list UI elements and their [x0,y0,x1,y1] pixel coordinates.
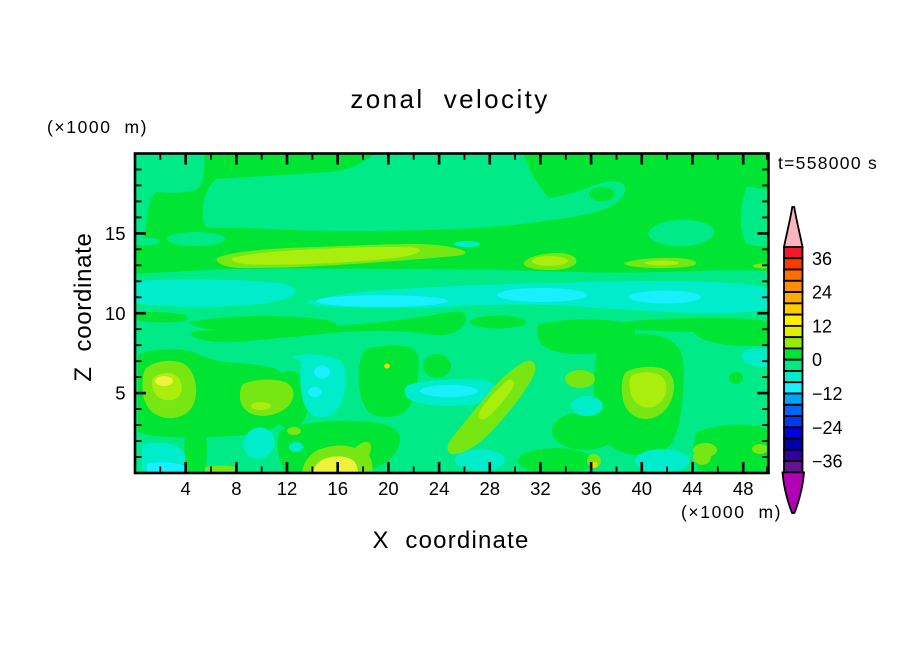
svg-text:20: 20 [378,478,399,499]
svg-text:40: 40 [632,478,653,499]
svg-text:12: 12 [812,316,832,336]
svg-text:zonal velocity: zonal velocity [350,84,549,114]
svg-text:5: 5 [115,383,125,404]
svg-text:36: 36 [581,478,602,499]
svg-text:12: 12 [277,478,298,499]
svg-text:16: 16 [327,478,348,499]
svg-text:36: 36 [812,249,832,269]
svg-text:−36: −36 [812,452,843,472]
svg-text:48: 48 [733,478,754,499]
svg-text:28: 28 [480,478,501,499]
svg-text:10: 10 [105,303,126,324]
svg-text:8: 8 [231,478,241,499]
svg-text:−12: −12 [812,384,843,404]
svg-text:24: 24 [812,283,832,303]
svg-text:4: 4 [181,478,191,499]
svg-text:(×1000 m): (×1000 m) [47,117,148,137]
svg-text:24: 24 [429,478,450,499]
svg-text:(×1000 m): (×1000 m) [681,502,782,522]
svg-text:0: 0 [812,350,822,370]
svg-text:15: 15 [105,223,126,244]
svg-text:32: 32 [530,478,551,499]
svg-text:t=558000 s: t=558000 s [778,153,878,173]
svg-text:−24: −24 [812,418,843,438]
svg-text:44: 44 [682,478,703,499]
svg-text:Z coordinate: Z coordinate [70,232,97,381]
svg-text:X coordinate: X coordinate [372,527,529,554]
